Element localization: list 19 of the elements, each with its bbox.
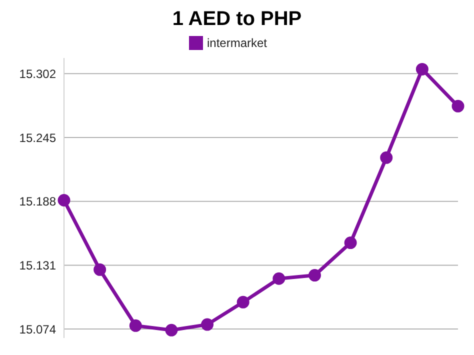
point	[344, 236, 357, 250]
y-tick-label: 15.188	[19, 194, 56, 209]
point	[416, 62, 428, 76]
legend-label: intermarket	[206, 36, 268, 50]
point	[236, 296, 250, 308]
point	[165, 324, 178, 336]
point	[308, 269, 321, 282]
point	[201, 318, 214, 331]
point	[272, 272, 286, 285]
point	[452, 100, 464, 112]
y-tick-label: 15.245	[19, 130, 56, 145]
y-tick-label: 15.302	[19, 66, 56, 81]
y-tick-label: 15.074	[19, 322, 56, 336]
y-tick-label: 15.131	[19, 258, 56, 272]
point	[129, 319, 142, 332]
point	[58, 194, 70, 206]
chart-title: 1 AED to PHP	[171, 8, 303, 32]
point	[94, 263, 106, 276]
point	[380, 151, 393, 164]
